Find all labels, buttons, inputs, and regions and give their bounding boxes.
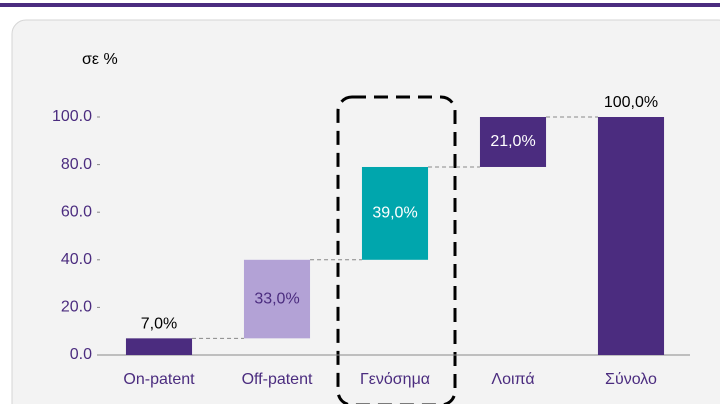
value-label: 21,0% bbox=[490, 133, 535, 150]
value-label: 7,0% bbox=[141, 316, 177, 333]
value-label: 33,0% bbox=[254, 290, 299, 307]
bar bbox=[597, 117, 665, 355]
x-tick-label: Off-patent bbox=[242, 371, 313, 388]
bar bbox=[361, 166, 429, 260]
y-tick-label: 80.0 bbox=[61, 156, 92, 173]
y-tick-label: 60.0 bbox=[61, 203, 92, 220]
x-tick-label: Σύνολο bbox=[605, 371, 657, 388]
y-tick-label: 20.0 bbox=[61, 299, 92, 316]
value-label: 100,0% bbox=[604, 94, 658, 111]
y-tick-label: 100.0 bbox=[52, 108, 92, 125]
highlight-box bbox=[336, 95, 457, 404]
bar bbox=[479, 117, 547, 167]
value-label: 39,0% bbox=[372, 205, 417, 222]
bar bbox=[125, 338, 193, 355]
top-rule bbox=[0, 3, 720, 7]
y-tick-label: 0.0 bbox=[70, 346, 92, 363]
x-tick-label: Γενόσημα bbox=[360, 371, 430, 388]
x-tick-label: Λοιπά bbox=[491, 371, 534, 388]
bar bbox=[243, 259, 311, 339]
y-axis-label: σε % bbox=[82, 51, 118, 68]
x-tick-label: On-patent bbox=[123, 371, 195, 388]
y-tick-label: 40.0 bbox=[61, 251, 92, 268]
